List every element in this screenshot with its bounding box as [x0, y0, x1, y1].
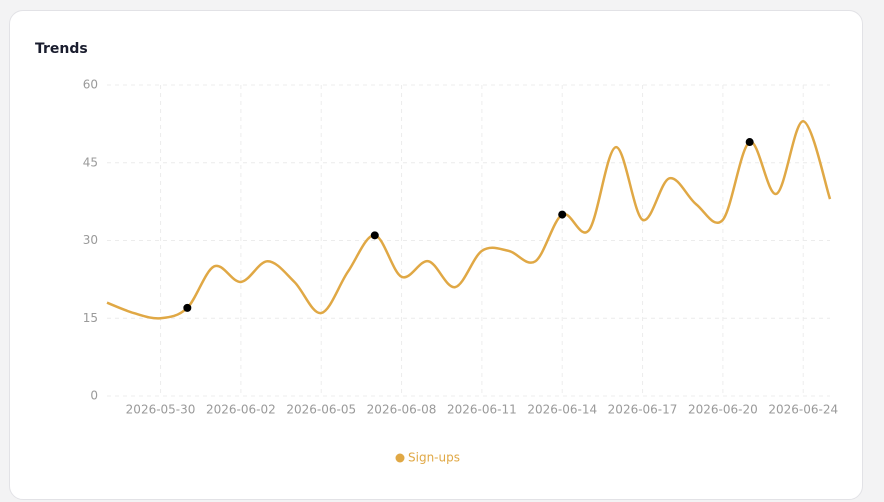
chart-title: Trends [35, 41, 88, 57]
x-tick-label: 2026-06-05 [286, 403, 356, 417]
x-tick-label: 2026-06-08 [367, 403, 437, 417]
y-tick-label: 45 [83, 155, 98, 169]
x-tick-label: 2026-06-02 [206, 403, 276, 417]
legend-label: Sign-ups [408, 451, 460, 465]
point [558, 210, 567, 219]
x-tick-label: 2026-06-11 [447, 403, 517, 417]
x-tick-label: 2026-05-30 [126, 403, 196, 417]
y-tick-label: 0 [90, 389, 98, 403]
card [9, 10, 863, 500]
point [745, 138, 754, 147]
point [370, 231, 379, 240]
x-tick-label: 2026-06-14 [527, 403, 597, 417]
x-tick-label: 2026-06-24 [768, 403, 838, 417]
x-tick-label: 2026-06-20 [688, 403, 758, 417]
line [106, 120, 832, 320]
legend-marker [395, 453, 405, 463]
y-tick-label: 30 [83, 233, 98, 247]
y-tick-label: 60 [83, 78, 98, 92]
x-tick-label: 2026-06-17 [608, 403, 678, 417]
point [183, 303, 192, 312]
y-tick-label: 15 [83, 311, 98, 325]
